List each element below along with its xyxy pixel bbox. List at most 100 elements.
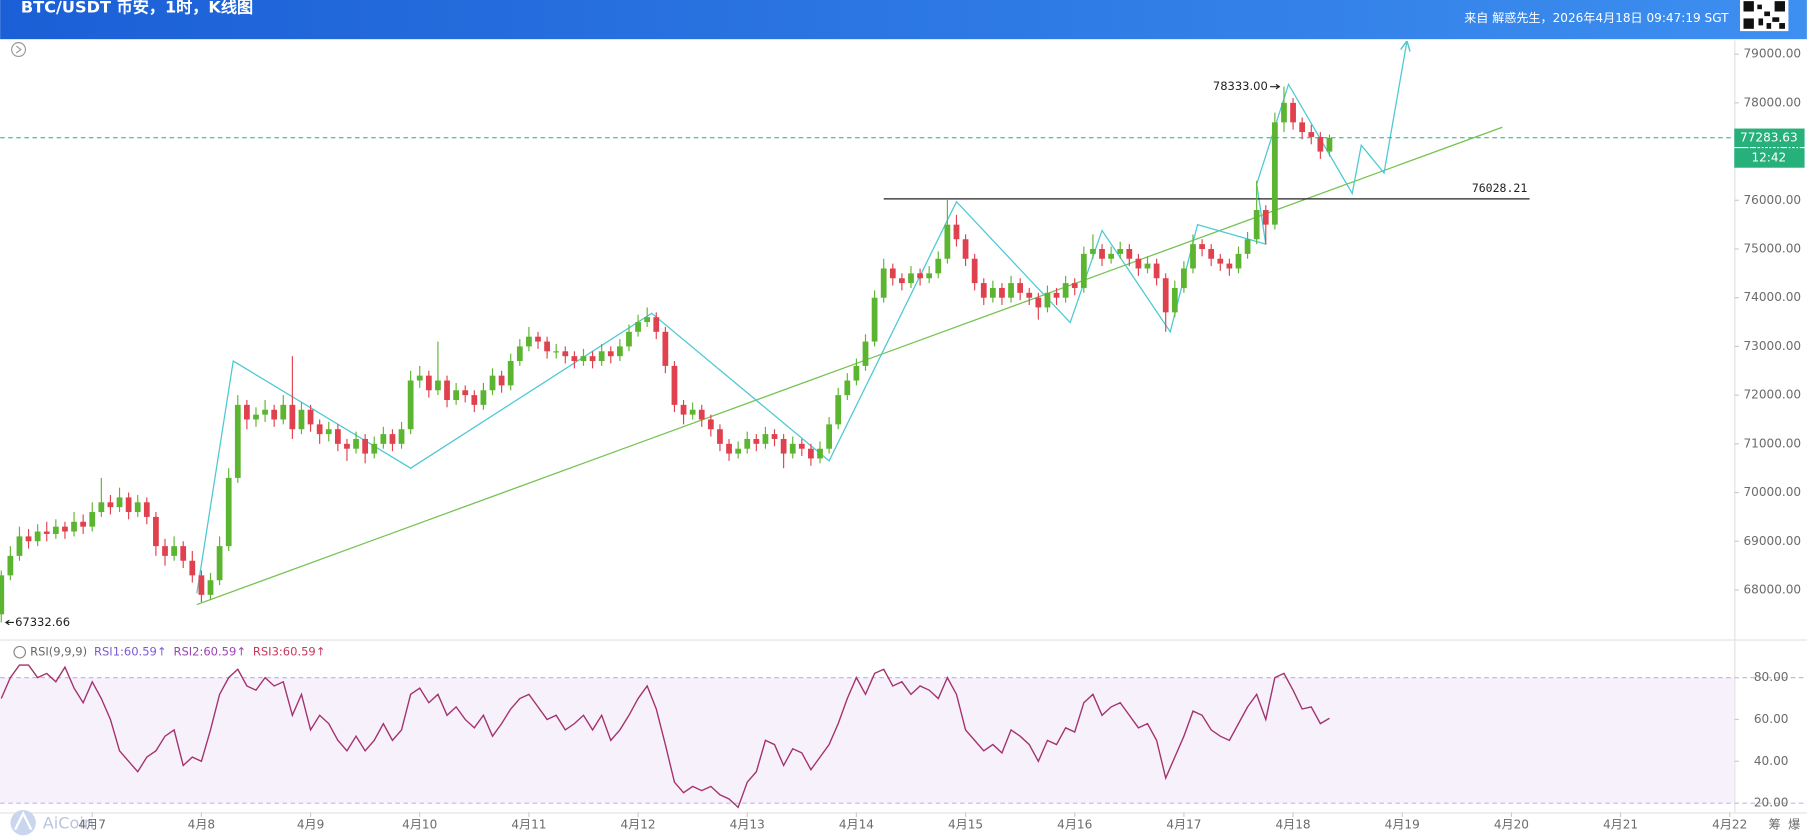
x-tick-label: 4月19 — [1385, 818, 1420, 832]
candle-body — [516, 346, 523, 362]
source: 来自 解惑先生，2026年4月18日 09:47:19 SGT — [1464, 11, 1729, 25]
countdown-label: 12:42 — [1751, 150, 1786, 164]
candle-body — [626, 331, 632, 347]
candle-body — [680, 404, 687, 415]
candle-body — [862, 341, 869, 366]
candle-body — [817, 448, 823, 459]
candle-body — [971, 258, 978, 284]
candle-body — [1253, 210, 1260, 240]
last-price-label: 77283.63 — [1740, 130, 1798, 144]
y-tick-label: 80.00 — [1754, 670, 1789, 684]
candle-body — [917, 273, 923, 279]
candle-body — [0, 575, 5, 615]
candle-body — [889, 268, 896, 279]
candle-body — [289, 404, 296, 430]
x-tick-label: 4月12 — [620, 818, 655, 832]
x-tick-label: 4月13 — [730, 818, 765, 832]
candle-body — [107, 502, 114, 508]
candle-body — [871, 297, 878, 342]
candle-body — [1080, 253, 1087, 288]
candle-body — [808, 448, 814, 459]
candle-body — [1290, 102, 1296, 123]
candle-body — [844, 380, 851, 396]
candle-body — [225, 477, 232, 547]
candle-body — [1244, 239, 1251, 254]
x-tick-label: 4月15 — [948, 818, 983, 832]
candle-body — [1026, 292, 1033, 298]
candle-body — [498, 375, 505, 386]
candle-body — [316, 424, 323, 435]
low-arrow — [4, 619, 14, 626]
candle-body — [1190, 244, 1196, 269]
candle-body — [7, 555, 14, 576]
candle-body — [908, 273, 914, 284]
candle-body — [416, 375, 423, 381]
candle-body — [116, 497, 123, 508]
candle-body — [98, 502, 105, 513]
indicator-name: RSI(9,9,9) — [30, 645, 87, 659]
footer-button[interactable]: 筹 — [1769, 818, 1781, 832]
indicator-toggle[interactable] — [13, 645, 27, 659]
x-tick-label: 4月7 — [79, 818, 106, 832]
candle-body — [953, 224, 960, 240]
candle-body — [1162, 278, 1169, 313]
candle-body — [262, 409, 268, 415]
footer-button[interactable]: 爆 — [1788, 818, 1800, 832]
candle-body — [1281, 102, 1287, 123]
y-tick-label: 20.00 — [1754, 796, 1789, 810]
x-tick-label: 4月16 — [1057, 818, 1092, 832]
candle-body — [553, 351, 560, 353]
candle-body — [571, 356, 578, 362]
x-tick-label: 4月14 — [839, 818, 874, 832]
x-tick-label: 4月10 — [402, 818, 437, 832]
candle-body — [1153, 263, 1160, 279]
candle-body — [407, 380, 414, 430]
candle-body — [944, 224, 951, 259]
candle-body — [216, 546, 223, 581]
qr-code — [1740, 0, 1789, 32]
last-price-box — [1734, 128, 1805, 147]
candle-body — [244, 404, 250, 420]
candle-body — [298, 409, 305, 430]
candle-body — [207, 580, 214, 595]
candle-body — [362, 438, 369, 454]
candle-body — [1053, 292, 1060, 298]
legend-item: RSI1:60.59↑ — [94, 645, 167, 659]
candle-body — [43, 531, 50, 534]
candle-body — [153, 516, 159, 547]
collapse-icon[interactable] — [11, 42, 27, 58]
y-tick-label: 76000.00 — [1744, 193, 1802, 207]
high-arrow — [1270, 83, 1281, 90]
candle-body — [826, 424, 832, 449]
x-tick-label: 4月21 — [1603, 818, 1638, 832]
candle-body — [71, 521, 77, 532]
candle-body — [607, 351, 614, 357]
candle-body — [544, 341, 550, 352]
collapse-arrow — [15, 45, 22, 54]
rsi-band — [0, 677, 1735, 804]
candle-body — [371, 443, 378, 454]
title: BTC/USDT 币安，1时，K线图 — [21, 0, 253, 17]
legend-item: RSI3:60.59↑ — [253, 645, 326, 659]
candle-body — [1317, 136, 1324, 152]
candle-body — [489, 375, 496, 391]
candle-body — [1135, 258, 1142, 269]
low-label: 67332.66 — [15, 615, 70, 629]
candle-body — [780, 438, 787, 454]
candle-body — [1044, 292, 1051, 308]
candle-body — [271, 409, 278, 420]
x-tick-label: 4月11 — [511, 818, 546, 832]
candle-body — [853, 365, 860, 381]
candle-body — [180, 546, 187, 561]
candle-body — [162, 546, 168, 556]
y-tick-label: 70000.00 — [1744, 485, 1802, 499]
candle-body — [1271, 122, 1278, 225]
candle-body — [507, 361, 514, 386]
candle-body — [353, 438, 359, 449]
candle-body — [1235, 253, 1242, 269]
candle-body — [762, 434, 769, 444]
candle-body — [1217, 258, 1224, 264]
y-tick-label: 75000.00 — [1744, 242, 1802, 256]
candle-body — [662, 331, 669, 366]
